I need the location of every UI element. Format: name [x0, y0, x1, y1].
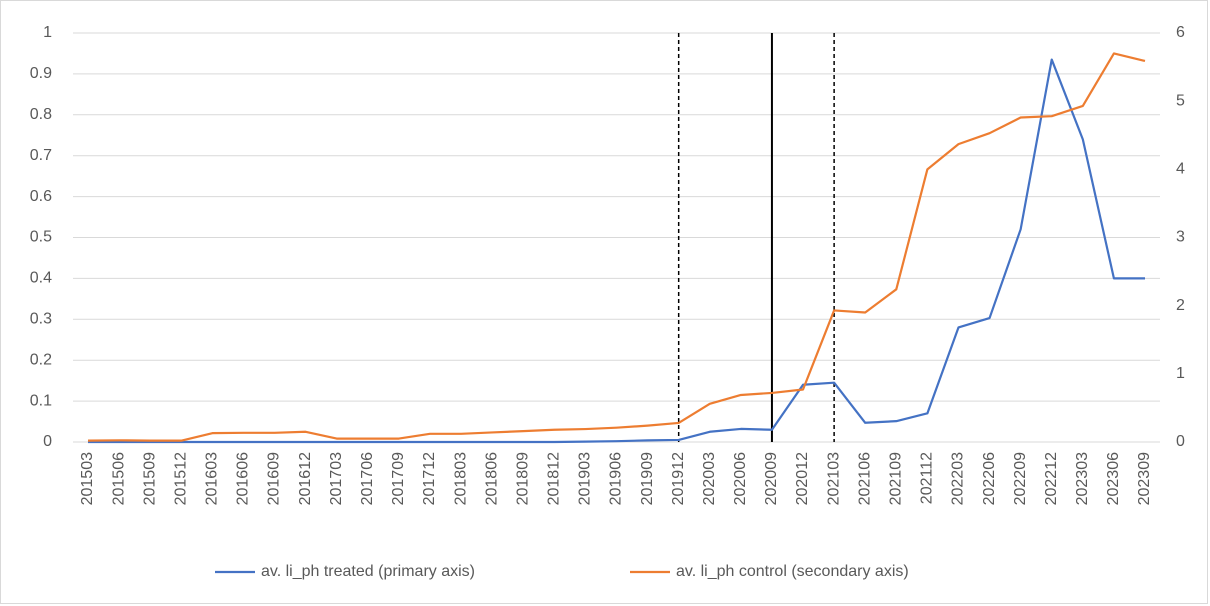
legend-label: av. li_ph control (secondary axis) — [676, 563, 909, 580]
x-tick-label: 202109 — [888, 452, 905, 505]
x-tick-label: 201706 — [359, 452, 376, 505]
x-tick-label: 202103 — [825, 452, 842, 505]
y2-tick-label: 4 — [1176, 161, 1185, 178]
x-tick-label: 201903 — [577, 452, 594, 505]
y-tick-label: 0.5 — [30, 229, 52, 246]
x-tick-label: 201809 — [514, 452, 531, 505]
x-tick-label: 202003 — [701, 452, 718, 505]
y2-tick-label: 1 — [1176, 365, 1185, 382]
x-tick-label: 201509 — [141, 452, 158, 505]
x-tick-label: 201503 — [79, 452, 96, 505]
x-tick-label: 202212 — [1043, 452, 1060, 505]
y-tick-label: 0.6 — [30, 188, 52, 205]
y-tick-label: 0.7 — [30, 147, 52, 164]
y-tick-label: 0.1 — [30, 392, 52, 409]
x-tick-label: 201709 — [390, 452, 407, 505]
x-tick-label: 201806 — [483, 452, 500, 505]
x-tick-label: 201812 — [546, 452, 563, 505]
x-tick-label: 201609 — [266, 452, 283, 505]
y-tick-label: 0.9 — [30, 65, 52, 82]
y-tick-label: 0.8 — [30, 106, 52, 123]
x-tick-label: 202012 — [794, 452, 811, 505]
x-tick-label: 202006 — [732, 452, 749, 505]
x-tick-label: 201906 — [608, 452, 625, 505]
x-tick-label: 201506 — [110, 452, 127, 505]
y-tick-label: 0 — [43, 433, 52, 450]
x-tick-label: 201512 — [172, 452, 189, 505]
x-tick-label: 201603 — [204, 452, 221, 505]
x-tick-label: 202309 — [1136, 452, 1153, 505]
y-tick-label: 0.2 — [30, 351, 52, 368]
y2-tick-label: 6 — [1176, 24, 1185, 41]
x-tick-label: 202009 — [763, 452, 780, 505]
series-line — [88, 58, 1145, 444]
y-tick-label: 1 — [43, 24, 52, 41]
y2-tick-label: 5 — [1176, 92, 1185, 109]
x-tick-label: 202209 — [1012, 452, 1029, 505]
x-tick-label: 202206 — [981, 452, 998, 505]
y-tick-label: 0.4 — [30, 270, 52, 287]
y-tick-label: 0.3 — [30, 311, 52, 328]
x-tick-label: 202303 — [1074, 452, 1091, 505]
y2-tick-label: 3 — [1176, 229, 1185, 246]
legend-label: av. li_ph treated (primary axis) — [261, 563, 475, 580]
series-line — [87, 52, 1146, 442]
y2-tick-label: 2 — [1176, 297, 1185, 314]
x-tick-label: 201712 — [421, 452, 438, 505]
y2-tick-label: 0 — [1176, 433, 1185, 450]
x-tick-label: 202106 — [856, 452, 873, 505]
x-tick-label: 201612 — [297, 452, 314, 505]
x-tick-label: 201803 — [452, 452, 469, 505]
x-tick-label: 202306 — [1105, 452, 1122, 505]
x-tick-label: 202203 — [950, 452, 967, 505]
x-tick-label: 201912 — [670, 452, 687, 505]
x-tick-label: 201606 — [235, 452, 252, 505]
x-tick-label: 201703 — [328, 452, 345, 505]
x-tick-label: 202112 — [919, 452, 936, 504]
x-tick-label: 201909 — [639, 452, 656, 505]
